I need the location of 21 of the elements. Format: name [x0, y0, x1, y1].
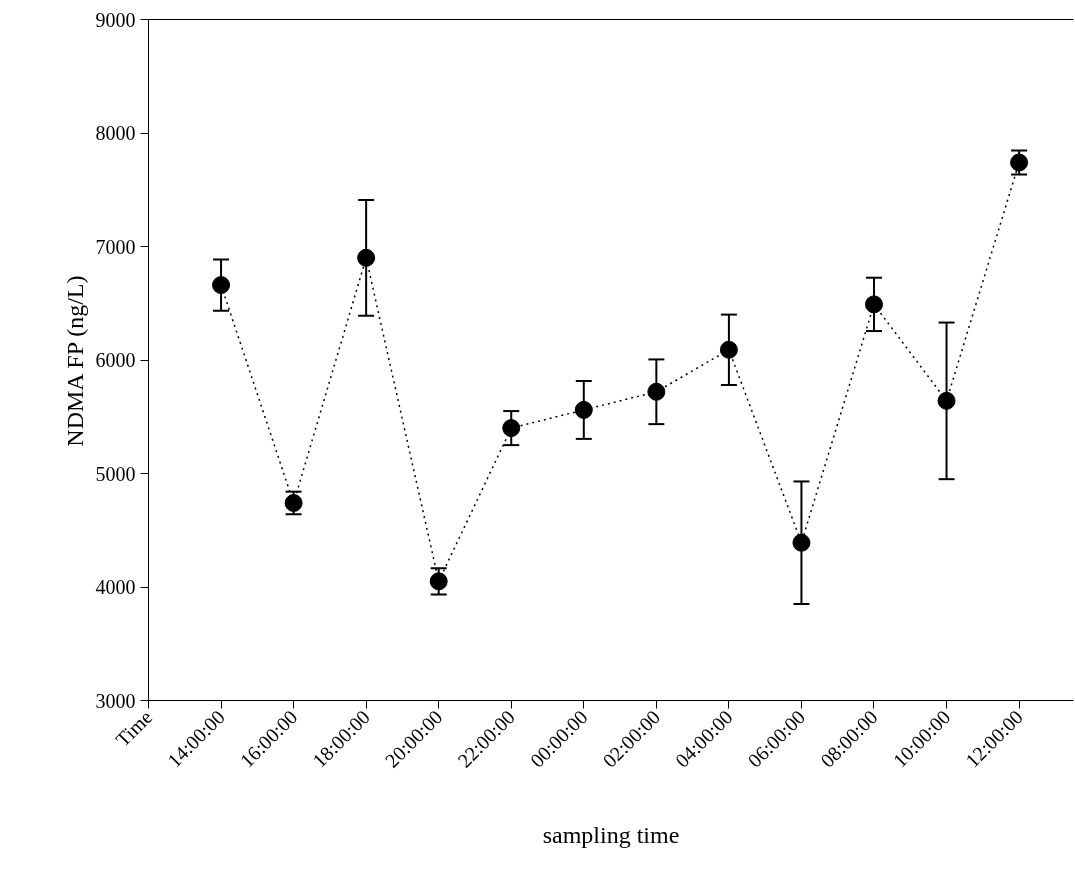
point: [574, 400, 593, 419]
y-axis-title: NDMA FP (ng/L): [61, 275, 88, 447]
y-tick-label: 7000: [95, 235, 136, 258]
point: [719, 340, 738, 359]
y-tick-label: 5000: [95, 462, 136, 485]
point: [937, 391, 956, 410]
point: [1010, 153, 1029, 172]
y-tick-label: 3000: [95, 689, 136, 712]
point: [284, 494, 303, 512]
x-axis-title: sampling time: [542, 822, 680, 849]
point: [212, 276, 231, 295]
point: [792, 533, 811, 552]
point: [864, 295, 883, 314]
point: [357, 248, 376, 267]
point: [502, 419, 521, 438]
y-tick-label: 9000: [95, 8, 136, 31]
point: [647, 382, 666, 401]
y-tick-label: 4000: [95, 576, 136, 598]
y-tick-label: 8000: [95, 122, 136, 144]
y-tick-label: 6000: [95, 349, 136, 371]
point: [429, 572, 448, 591]
